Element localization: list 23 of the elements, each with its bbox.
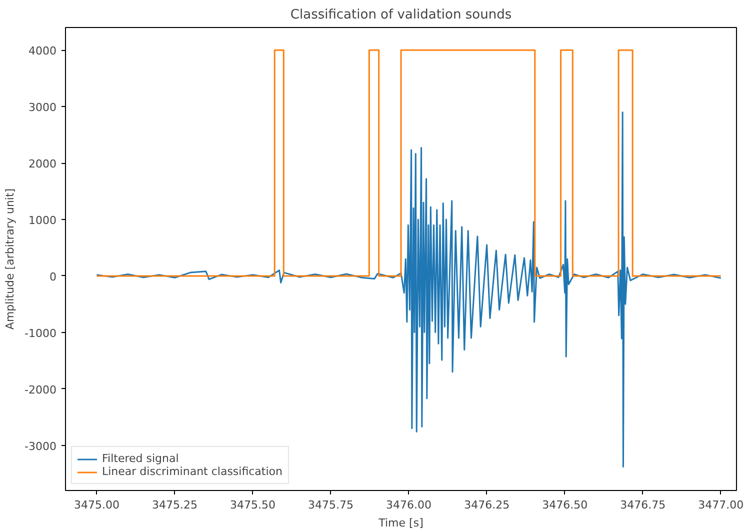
x-tick-label: 3476.00 <box>386 498 432 512</box>
y-tick-label: -2000 <box>24 383 57 396</box>
chart-title: Classification of validation sounds <box>290 8 512 22</box>
y-tick-label: 0 <box>50 270 56 284</box>
x-tick-label: 3475.00 <box>74 498 120 512</box>
x-tick-label: 3475.75 <box>308 498 354 512</box>
y-tick-label: 3000 <box>28 101 57 114</box>
x-tick-label: 3475.50 <box>230 498 276 512</box>
x-tick-label: 3476.75 <box>620 498 666 512</box>
y-tick-label: 4000 <box>28 44 57 58</box>
legend-label: Filtered signal <box>102 452 179 465</box>
line-series <box>96 111 722 468</box>
y-tick-label: -3000 <box>24 440 57 453</box>
x-tick-label: 3477.00 <box>698 498 744 512</box>
y-tick-label: 1000 <box>28 214 57 227</box>
x-axis-title: Time [s] <box>378 516 424 530</box>
y-tick-label: -1000 <box>24 326 57 340</box>
y-tick-label: 2000 <box>28 158 57 171</box>
y-axis-title: Amplitude [arbitrary unit] <box>4 188 17 330</box>
legend-label: Linear discriminant classification <box>102 465 282 478</box>
x-tick-label: 3476.50 <box>542 498 588 512</box>
x-tick-label: 3475.25 <box>152 498 198 512</box>
x-tick-label: 3476.25 <box>464 498 510 512</box>
